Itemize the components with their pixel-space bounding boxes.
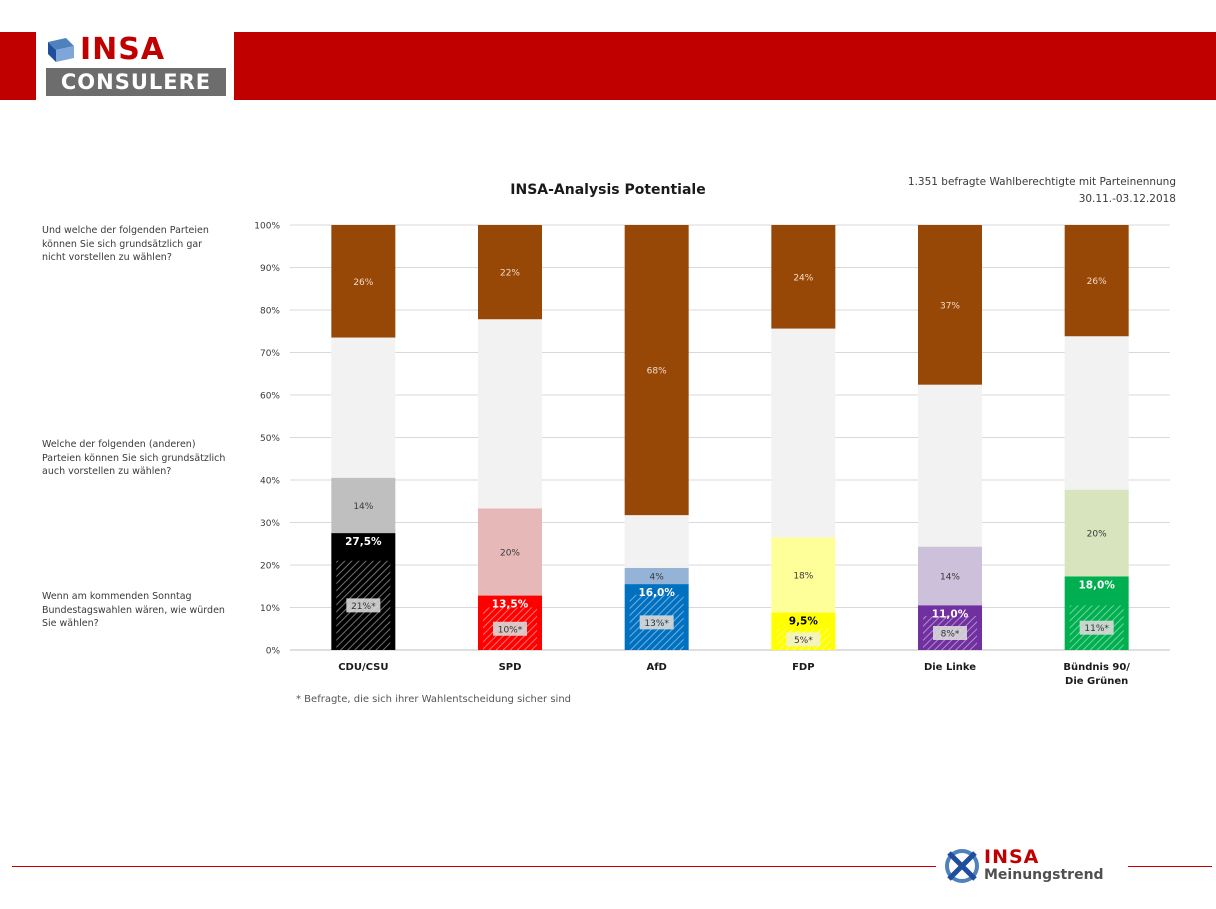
y-tick-label: 0% bbox=[266, 647, 281, 657]
label-reject: 68% bbox=[647, 367, 667, 377]
insa-consulere-logo: INSA CONSULERE bbox=[36, 32, 234, 100]
bar-undecided-gap bbox=[771, 328, 836, 538]
label-sicher: 10%* bbox=[498, 625, 523, 635]
bar-undecided-gap bbox=[624, 515, 689, 568]
label-sicher: 5%* bbox=[794, 636, 813, 646]
x-category-label: FDP bbox=[792, 662, 814, 673]
bar-reject bbox=[771, 225, 836, 329]
label-sicher-box bbox=[786, 632, 821, 647]
bar-undecided-gap bbox=[331, 337, 396, 478]
label-reject: 24% bbox=[793, 273, 813, 283]
bar-potential bbox=[918, 546, 982, 606]
y-tick-label: 20% bbox=[260, 562, 280, 572]
label-potential: 4% bbox=[650, 573, 665, 583]
footer-meinungstrend-text: Meinungstrend bbox=[984, 867, 1104, 883]
bar-reject bbox=[331, 225, 396, 338]
logo-insa-text: INSA bbox=[80, 32, 166, 67]
label-potential: 14% bbox=[940, 573, 960, 583]
footer-line-right bbox=[1128, 866, 1212, 867]
label-vote: 18,0% bbox=[1078, 579, 1115, 591]
label-vote: 9,5% bbox=[789, 616, 819, 628]
label-reject: 22% bbox=[500, 269, 520, 279]
bar-potential bbox=[331, 477, 396, 534]
y-tick-label: 70% bbox=[260, 349, 280, 359]
label-reject: 37% bbox=[940, 301, 960, 311]
x-category-label: CDU/CSU bbox=[338, 662, 388, 673]
label-reject: 26% bbox=[353, 278, 373, 288]
label-potential: 14% bbox=[353, 502, 373, 512]
question-vote: Wenn am kommenden Sonntag Bundestagswahl… bbox=[42, 591, 225, 629]
footer-insa-text: INSA bbox=[984, 846, 1040, 868]
label-sicher-box bbox=[1079, 620, 1114, 635]
label-vote: 16,0% bbox=[638, 587, 675, 599]
question-reject: Und welche der folgenden Parteien können… bbox=[42, 225, 209, 263]
label-vote: 11,0% bbox=[932, 608, 969, 620]
logo-consulere-text: CONSULERE bbox=[46, 68, 226, 96]
question-potential: Welche der folgenden (anderen) Parteien … bbox=[42, 439, 226, 477]
label-potential: 20% bbox=[1087, 530, 1107, 540]
chart-title: INSA-Analysis Potentiale bbox=[510, 182, 705, 198]
y-tick-label: 90% bbox=[260, 264, 280, 274]
chart-footnote: * Befragte, die sich ihrer Wahlentscheid… bbox=[296, 694, 571, 705]
label-sicher-box bbox=[639, 615, 674, 630]
insa-meinungstrend-logo: INSA Meinungstrend bbox=[944, 846, 1122, 888]
label-sicher-box bbox=[346, 598, 381, 613]
bar-potential bbox=[1064, 489, 1129, 577]
bar-reject bbox=[1064, 225, 1129, 337]
chart-subtitle-date: 30.11.-03.12.2018 bbox=[1079, 193, 1176, 205]
y-tick-label: 80% bbox=[260, 307, 280, 317]
label-potential: 18% bbox=[793, 571, 813, 581]
y-tick-label: 40% bbox=[260, 477, 280, 487]
label-reject: 26% bbox=[1087, 277, 1107, 287]
bar-reject bbox=[624, 225, 689, 516]
bar-undecided-gap bbox=[1064, 336, 1129, 490]
bar-potential bbox=[478, 508, 542, 596]
label-sicher: 13%* bbox=[644, 619, 669, 629]
label-sicher-box bbox=[493, 621, 527, 636]
bar-potential bbox=[771, 537, 836, 613]
footer-line-left bbox=[12, 866, 936, 867]
x-category-label: AfD bbox=[646, 662, 666, 673]
x-category-label: SPD bbox=[499, 662, 522, 673]
y-tick-label: 30% bbox=[260, 519, 280, 529]
label-sicher: 8%* bbox=[941, 630, 960, 640]
x-category-label: Die Grünen bbox=[1065, 676, 1128, 687]
bar-undecided-gap bbox=[918, 384, 982, 547]
y-tick-label: 50% bbox=[260, 434, 280, 444]
label-sicher: 11%* bbox=[1084, 624, 1109, 634]
label-potential: 20% bbox=[500, 549, 520, 559]
bar-reject bbox=[478, 225, 542, 320]
bar-potential bbox=[624, 567, 689, 585]
bar-reject bbox=[918, 225, 982, 385]
bar-undecided-gap bbox=[478, 319, 542, 509]
label-sicher-box bbox=[933, 626, 967, 640]
meinungstrend-x-icon bbox=[945, 849, 979, 883]
y-tick-label: 60% bbox=[260, 392, 280, 402]
y-tick-label: 10% bbox=[260, 604, 280, 614]
label-vote: 13,5% bbox=[492, 599, 529, 611]
logo-cube-icon bbox=[48, 38, 74, 62]
label-vote: 27,5% bbox=[345, 536, 382, 548]
x-category-label: Die Linke bbox=[924, 662, 976, 673]
x-category-label: Bündnis 90/ bbox=[1063, 662, 1130, 673]
chart-subtitle-sample: 1.351 befragte Wahlberechtigte mit Parte… bbox=[908, 176, 1176, 188]
y-tick-label: 100% bbox=[254, 222, 280, 232]
label-sicher: 21%* bbox=[351, 602, 376, 612]
